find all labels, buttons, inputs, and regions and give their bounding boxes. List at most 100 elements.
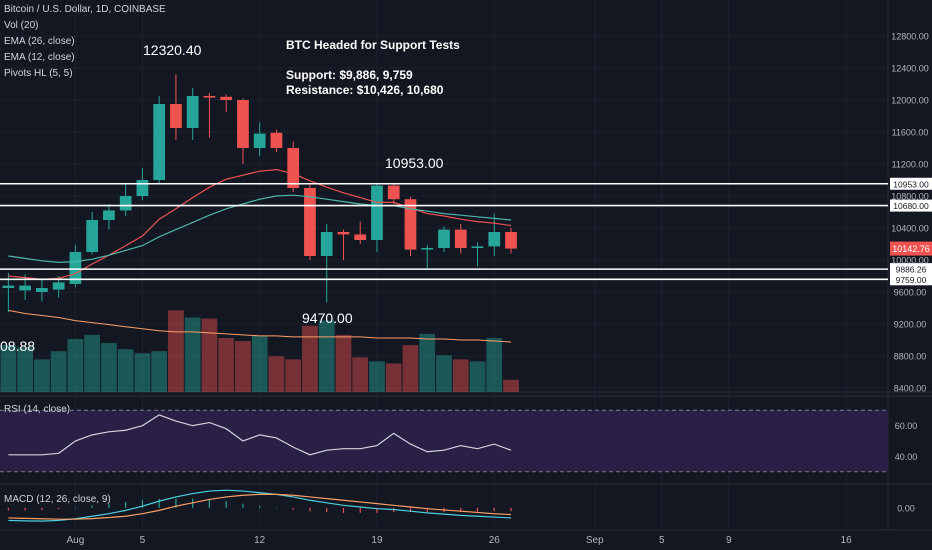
candle-body xyxy=(438,229,450,248)
rsi-panel xyxy=(0,409,888,473)
ema-lines xyxy=(8,168,512,280)
macd-histogram-bar xyxy=(74,507,76,509)
macd-histogram-bar xyxy=(175,498,177,508)
macd-histogram-bar xyxy=(91,505,93,508)
volume-bar xyxy=(503,379,519,392)
note-title: BTC Headed for Support Tests xyxy=(286,38,460,52)
volume-bar xyxy=(0,345,17,392)
macd-histogram-bar xyxy=(359,507,361,513)
level-tag-label: 10953.00 xyxy=(893,179,929,189)
candle-body xyxy=(237,100,249,148)
candle-body xyxy=(220,96,233,100)
volume-bar xyxy=(352,357,369,392)
last-price-label: 10142.76 xyxy=(892,244,930,254)
volume-bar xyxy=(201,318,218,392)
macd-histogram-bar xyxy=(409,507,412,513)
macd-histogram-bar xyxy=(158,498,160,508)
x-tick-label: 12 xyxy=(254,535,266,546)
x-tick-label: 26 xyxy=(489,535,501,546)
candle-body xyxy=(471,246,484,248)
volume-bar xyxy=(251,335,268,392)
candle-body xyxy=(203,96,216,98)
symbol-title[interactable]: Bitcoin / U.S. Dollar, 1D, COINBASE xyxy=(4,4,166,15)
level-tag xyxy=(890,177,932,190)
rsi-tick-label: 40.00 xyxy=(895,452,918,462)
price-tick-label: 8400.00 xyxy=(894,384,927,394)
candle-body xyxy=(19,285,31,291)
volume-bar xyxy=(17,347,34,392)
macd-histogram-bar xyxy=(292,507,294,510)
price-tick-label: 8800.00 xyxy=(894,352,927,362)
volume-bar xyxy=(117,349,134,392)
macd-histogram-bar xyxy=(24,507,26,511)
price-tick-label: 9600.00 xyxy=(894,288,927,298)
legend-pivots[interactable]: Pivots HL (5, 5) xyxy=(4,68,73,79)
price-tick-label: 11600.00 xyxy=(892,128,929,138)
candle-body xyxy=(354,234,367,240)
legend-ema-26[interactable]: EMA (26, close) xyxy=(4,36,75,47)
level-tag-label: 10680.00 xyxy=(893,201,929,211)
volume-bar xyxy=(218,337,235,392)
pivot-low-label: 9470.00 xyxy=(302,310,353,326)
volume-bar xyxy=(268,356,285,392)
price-tick-label: 10400.00 xyxy=(891,224,929,234)
rsi-line xyxy=(8,414,512,456)
macd-histogram-bar xyxy=(7,507,9,511)
candle-body xyxy=(287,148,300,188)
macd-histogram-bar xyxy=(208,499,211,508)
legend-ema-12[interactable]: EMA (12, close) xyxy=(4,52,75,63)
macd-histogram-bar xyxy=(242,503,244,508)
volume-bar xyxy=(285,359,302,392)
candle-body xyxy=(488,232,501,247)
price-tick-label: 10800.00 xyxy=(891,192,929,202)
legend-rsi[interactable]: RSI (14, close) xyxy=(4,404,71,415)
note-support: Support: $9,886, 9,759 xyxy=(286,68,413,82)
macd-histogram-bar xyxy=(460,507,462,513)
candle-body xyxy=(186,96,199,128)
x-tick-label: Sep xyxy=(586,535,604,546)
rsi-tick-label: 60.00 xyxy=(895,421,918,431)
volume-bar xyxy=(419,333,436,392)
volume-bar xyxy=(402,345,419,392)
macd-line xyxy=(8,489,512,522)
volume-bar xyxy=(469,361,486,392)
x-tick-label: 16 xyxy=(841,535,853,546)
candle-body xyxy=(320,232,333,256)
price-tick-label: 12000.00 xyxy=(891,96,929,106)
level-tag xyxy=(890,199,932,212)
ema-26-line xyxy=(8,194,512,264)
volume-bar xyxy=(452,359,469,392)
candle-body xyxy=(52,282,65,290)
volume-bar xyxy=(184,317,201,392)
candlestick-series xyxy=(2,74,517,312)
candle-body xyxy=(404,199,417,250)
legend-macd[interactable]: MACD (12, 26, close, 9) xyxy=(4,494,111,505)
macd-histogram-bar xyxy=(275,507,278,509)
volume-bar xyxy=(385,363,402,392)
last-price-tag xyxy=(890,241,932,256)
candle-body xyxy=(2,285,15,288)
volume-bar xyxy=(34,359,50,392)
pivot-high-label: 10953.00 xyxy=(385,155,444,171)
volume-bar xyxy=(436,355,452,392)
candle-body xyxy=(86,220,99,252)
macd-histogram-bar xyxy=(476,507,479,512)
volume-bar xyxy=(302,325,318,392)
x-tick-label: Aug xyxy=(66,535,84,546)
pivot-high-label: 12320.40 xyxy=(143,42,202,58)
macd-histogram-bar xyxy=(342,507,345,513)
volume-bar xyxy=(335,334,352,392)
x-tick-label: 5 xyxy=(659,535,665,546)
legend-volume[interactable]: Vol (20) xyxy=(4,20,39,31)
volume-ma-line xyxy=(8,309,512,343)
macd-histogram-bar xyxy=(426,507,428,513)
macd-histogram-bar xyxy=(141,500,144,508)
level-tag-label: 9759.00 xyxy=(896,275,927,285)
macd-histogram-bar xyxy=(493,507,495,512)
candle-body xyxy=(387,185,400,200)
candle-body xyxy=(119,196,132,211)
candle-body xyxy=(371,185,383,240)
price-tick-label: 10000.00 xyxy=(891,256,929,266)
